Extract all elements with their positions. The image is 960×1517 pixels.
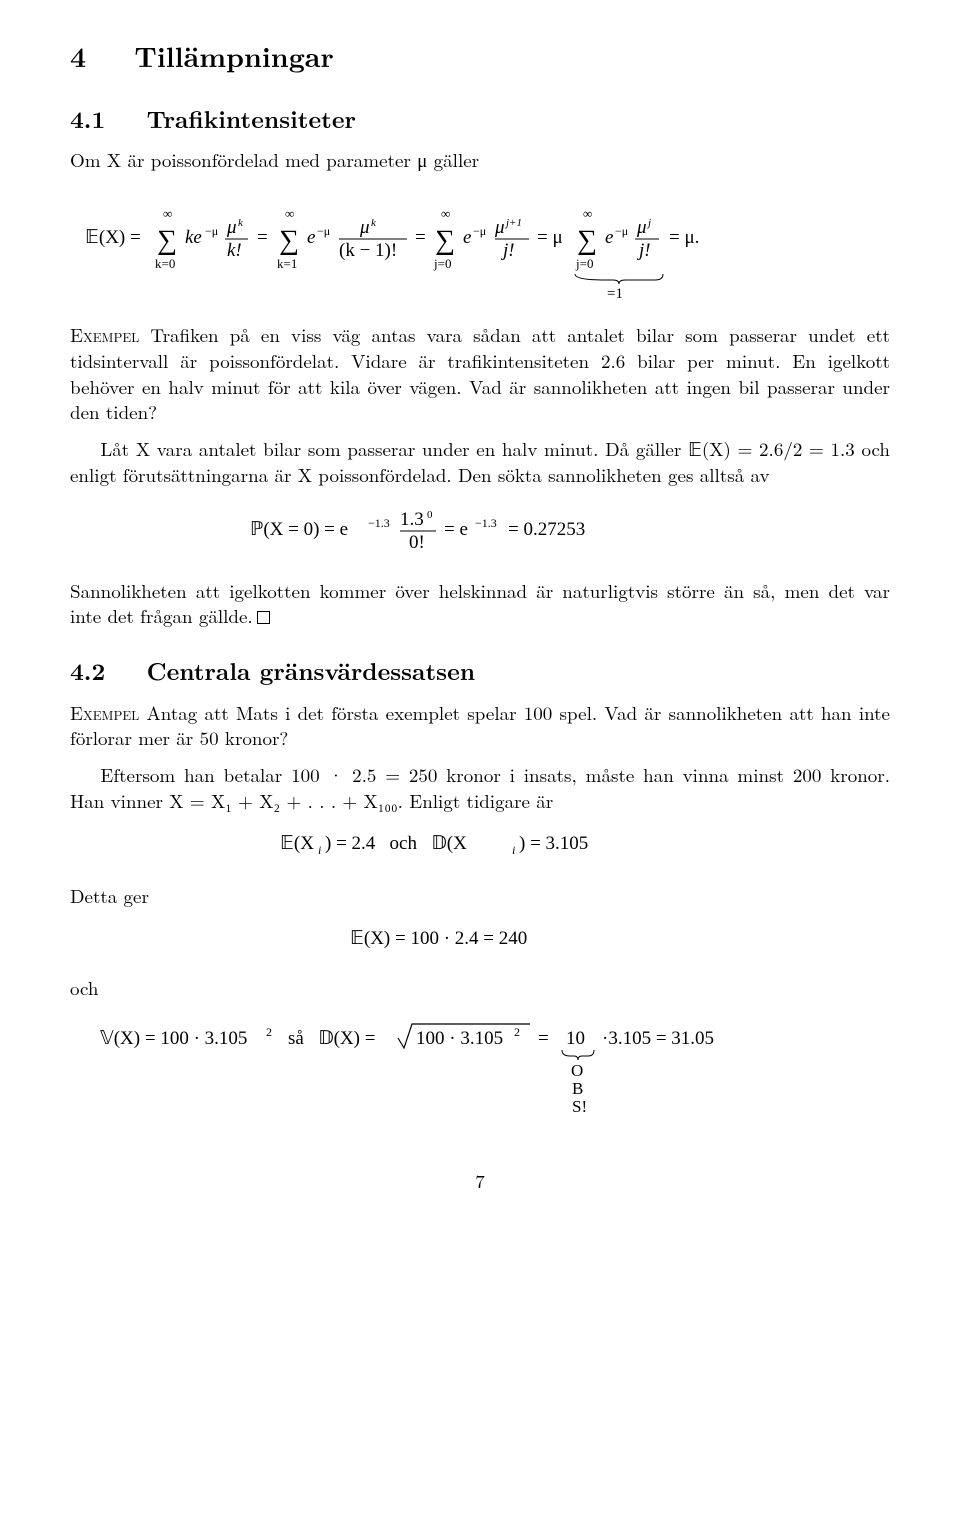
- section-number: 4: [70, 36, 86, 76]
- svg-text:−1.3: −1.3: [475, 516, 497, 530]
- svg-text:e: e: [463, 227, 471, 248]
- svg-text:μ: μ: [359, 217, 370, 238]
- svg-text:k: k: [371, 217, 377, 229]
- subsection-heading: 4.1 Trafikintensiteter: [70, 103, 890, 135]
- svg-text:=1: =1: [607, 286, 623, 298]
- svg-text:= 0.27253: = 0.27253: [508, 519, 585, 540]
- svg-text:0!: 0!: [409, 532, 425, 553]
- subsection-heading: 4.2 Centrala gränsvärdessatsen: [70, 655, 890, 687]
- svg-text:k=1: k=1: [277, 256, 297, 271]
- svg-text:10: 10: [566, 1028, 585, 1049]
- svg-text:i: i: [318, 843, 321, 857]
- svg-text:j: j: [646, 217, 651, 229]
- svg-text:∞: ∞: [583, 206, 592, 221]
- svg-text:−μ: −μ: [317, 224, 330, 238]
- svg-text:O: O: [571, 1061, 583, 1080]
- paragraph: Om X är poissonfördelad med parameter μ …: [70, 147, 890, 173]
- equation-probability-zero: ℙ(X = 0) = e −1.3 1.30 0! = e −1.3 = 0.2…: [70, 503, 890, 559]
- svg-text:μ: μ: [494, 217, 505, 238]
- text: Sannolikheten att igelkotten kommer över…: [70, 577, 890, 630]
- text: Antag att Mats i det första exemplet spe…: [70, 699, 890, 752]
- svg-text:= μ: = μ: [537, 227, 563, 248]
- svg-text:μ: μ: [636, 217, 647, 238]
- text: Detta ger: [70, 882, 149, 909]
- svg-text:=: =: [257, 227, 268, 248]
- svg-text:i: i: [512, 843, 515, 857]
- svg-text:0: 0: [427, 509, 433, 521]
- text: Låt X vara antalet bilar som passerar un…: [70, 435, 890, 488]
- svg-text:μ: μ: [226, 217, 237, 238]
- text: Om X är poissonfördelad med parameter μ …: [70, 146, 479, 173]
- svg-text:j!: j!: [636, 240, 651, 261]
- svg-text:∞: ∞: [285, 206, 294, 221]
- svg-text:k=0: k=0: [155, 256, 175, 271]
- paragraph: Detta ger: [70, 883, 890, 909]
- svg-text:·3.105 = 31.05: ·3.105 = 31.05: [602, 1028, 714, 1049]
- paragraph: Sannolikheten att igelkotten kommer över…: [70, 578, 890, 629]
- svg-text:) = 2.4 och 𝔻(X: ) = 2.4 och 𝔻(X: [325, 833, 467, 854]
- svg-text:e: e: [307, 227, 315, 248]
- example-label: Exempel: [70, 321, 139, 348]
- subsection-title: Centrala gränsvärdessatsen: [147, 654, 475, 688]
- svg-text:(k − 1)!: (k − 1)!: [339, 240, 397, 261]
- svg-text:−μ: −μ: [473, 224, 486, 238]
- svg-text:= e: = e: [444, 519, 468, 540]
- svg-text:ke: ke: [185, 227, 202, 248]
- subsection-number: 4.1: [70, 102, 105, 136]
- svg-text:𝔼(X) = 100 · 2.4 = 240: 𝔼(X) = 100 · 2.4 = 240: [350, 928, 527, 949]
- paragraph: Exempel Trafiken på en viss väg antas va…: [70, 322, 890, 425]
- svg-text:= μ.: = μ.: [669, 227, 699, 248]
- svg-text:) = 3.105: ) = 3.105: [519, 833, 588, 854]
- equation-expectation-poisson: 𝔼(X) = ∞ ∑ k=0 ke −μ μk k! = ∞ ∑ k=1 e −…: [70, 188, 890, 304]
- text: Eftersom han betalar 100 · 2.5 = 250 kro…: [70, 761, 890, 814]
- qed-box-icon: [257, 611, 270, 624]
- svg-text:j!: j!: [500, 240, 515, 261]
- section-title: Tillämpningar: [134, 36, 333, 76]
- svg-text:e: e: [605, 227, 613, 248]
- page-number: 7: [70, 1168, 890, 1194]
- svg-text:−μ: −μ: [205, 224, 218, 238]
- section-heading: 4 Tillämpningar: [70, 38, 890, 76]
- svg-text:𝕍(X) = 100 · 3.105: 𝕍(X) = 100 · 3.105: [100, 1028, 247, 1049]
- paragraph: Låt X vara antalet bilar som passerar un…: [70, 436, 890, 487]
- equation-moments-i: 𝔼(X i ) = 2.4 och 𝔻(X i ) = 3.105: [70, 829, 890, 865]
- subsection-number: 4.2: [70, 654, 105, 688]
- svg-text:=: =: [538, 1028, 549, 1049]
- example-label: Exempel: [70, 699, 139, 726]
- text: Trafiken på en viss väg antas vara sådan…: [70, 321, 890, 425]
- text: och: [70, 974, 99, 1001]
- svg-text:∑: ∑: [157, 225, 177, 256]
- svg-text:−μ: −μ: [615, 224, 628, 238]
- svg-text:𝔼(X) =: 𝔼(X) =: [85, 227, 141, 248]
- svg-text:ℙ(X = 0) = e: ℙ(X = 0) = e: [250, 519, 348, 540]
- svg-text:1.3: 1.3: [400, 509, 424, 530]
- svg-text:S!: S!: [572, 1097, 587, 1116]
- svg-text:2: 2: [514, 1025, 520, 1039]
- svg-text:k!: k!: [227, 240, 242, 261]
- svg-text:2: 2: [266, 1025, 272, 1039]
- equation-expectation-sum: 𝔼(X) = 100 · 2.4 = 240: [70, 924, 890, 956]
- svg-text:∞: ∞: [441, 206, 450, 221]
- svg-text:𝔼(X: 𝔼(X: [280, 833, 314, 854]
- svg-text:∞: ∞: [163, 206, 172, 221]
- svg-text:B: B: [572, 1079, 583, 1098]
- svg-text:∑: ∑: [435, 225, 455, 256]
- svg-text:så 𝔻(X) =: så 𝔻(X) =: [288, 1028, 375, 1049]
- svg-text:−1.3: −1.3: [368, 516, 390, 530]
- paragraph: Exempel Antag att Mats i det första exem…: [70, 700, 890, 751]
- svg-text:k: k: [238, 217, 244, 229]
- paragraph: och: [70, 975, 890, 1001]
- svg-text:∑: ∑: [279, 225, 299, 256]
- svg-text:∑: ∑: [577, 225, 597, 256]
- svg-text:j=0: j=0: [575, 256, 593, 271]
- svg-text:100 · 3.105: 100 · 3.105: [416, 1028, 503, 1049]
- svg-text:j+1: j+1: [504, 217, 522, 229]
- paragraph: Eftersom han betalar 100 · 2.5 = 250 kro…: [70, 762, 890, 813]
- svg-text:j=0: j=0: [433, 256, 451, 271]
- equation-variance-std: 𝕍(X) = 100 · 3.105 2 så 𝔻(X) = 100 · 3.1…: [70, 1016, 890, 1127]
- subsection-title: Trafikintensiteter: [147, 102, 356, 136]
- svg-text:=: =: [415, 227, 426, 248]
